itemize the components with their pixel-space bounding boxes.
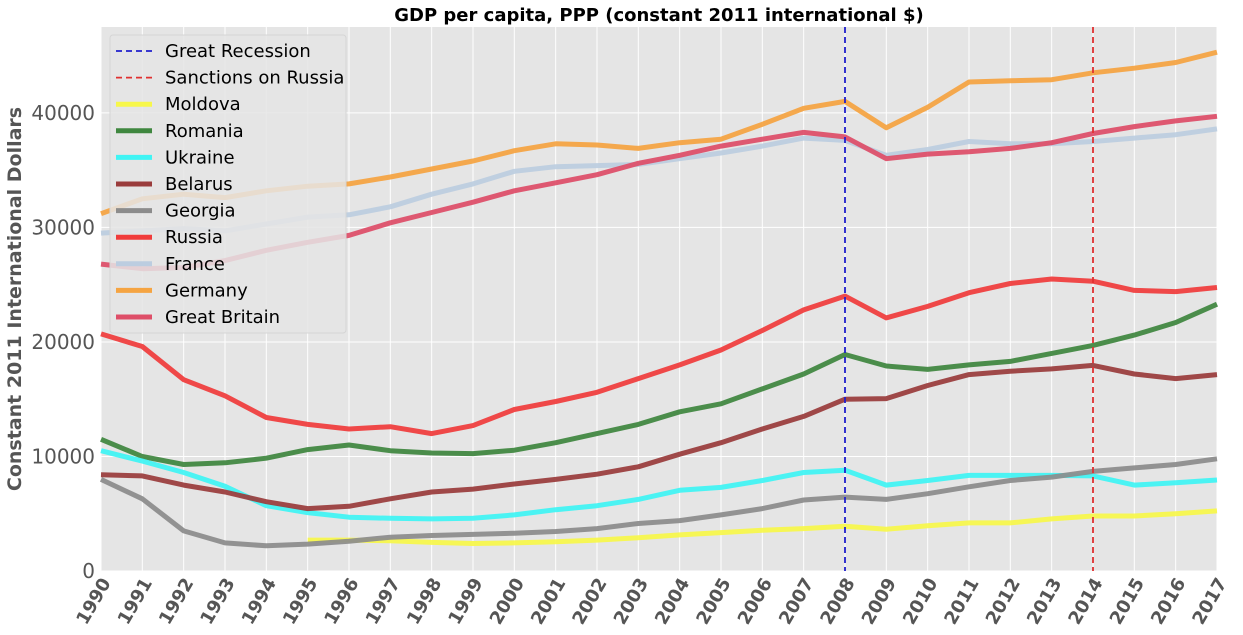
series-line-ukraine [100, 448, 1218, 522]
legend-label: Great Recession [165, 41, 311, 62]
x-tick-label: 1999 [444, 575, 487, 629]
x-tick-label: 2011 [940, 575, 983, 629]
x-tick-label: 1994 [238, 575, 281, 629]
series-line-georgia [99, 456, 1218, 549]
legend-label: Sanctions on Russia [165, 68, 344, 89]
legend-label: Belarus [165, 174, 233, 195]
x-tick-label: 2002 [568, 575, 611, 629]
x-tick-label: 2010 [899, 575, 942, 629]
reference-lines [844, 27, 1094, 571]
x-tick-label: 2006 [734, 575, 777, 629]
legend-label: Georgia [165, 201, 236, 222]
x-tick-label: 2013 [1023, 575, 1066, 629]
x-tick-label: 2000 [486, 575, 529, 629]
x-tick-label: 2003 [610, 575, 653, 629]
x-tick-label: 2004 [651, 575, 694, 629]
y-tick-label: 20000 [31, 330, 95, 354]
series-line-russia [100, 276, 1218, 437]
x-tick-label: 2008 [816, 575, 859, 629]
series-lines [99, 49, 1219, 549]
x-tick-label: 1996 [320, 575, 363, 629]
legend-label: Great Britain [165, 307, 280, 328]
legend: Great Recession Sanctions on Russia Moldov… [109, 34, 347, 334]
y-axis-label: Constant 2011 International Dollars [4, 107, 26, 491]
chart-title: GDP per capita, PPP (constant 2011 inter… [394, 5, 924, 26]
y-tick-label: 30000 [31, 215, 95, 239]
series-line-moldova [307, 508, 1218, 546]
legend-label: Russia [165, 227, 223, 248]
x-tick-label: 1997 [362, 575, 405, 629]
series-line-romania [100, 301, 1219, 467]
legend-label: Moldova [165, 94, 241, 115]
x-tick-label: 2016 [1147, 575, 1190, 629]
x-tick-label: 2001 [527, 575, 570, 629]
x-tick-label: 2014 [1064, 575, 1107, 629]
x-tick-label: 2007 [775, 575, 818, 629]
y-tick-label: 10000 [31, 444, 95, 468]
x-tick-label: 1990 [72, 575, 115, 629]
x-tick-label: 2005 [692, 575, 735, 629]
legend-label: France [165, 254, 225, 275]
legend-label: Germany [165, 280, 248, 301]
x-tick-label: 2017 [1188, 575, 1231, 629]
x-tick-label: 1991 [114, 575, 157, 629]
y-tick-label: 0 [82, 559, 95, 583]
x-tick-label: 2009 [858, 575, 901, 629]
y-tick-label: 40000 [31, 101, 95, 125]
x-tick-label: 1993 [196, 575, 239, 629]
series-line-belarus [100, 362, 1218, 512]
x-tick-label: 2015 [1106, 575, 1149, 629]
legend-label: Romania [165, 121, 244, 142]
legend-box [109, 34, 347, 334]
x-tick-label: 1992 [155, 575, 198, 629]
x-tick-label: 1995 [279, 575, 322, 629]
x-tick-label: 2012 [982, 574, 1025, 628]
legend-label: Ukraine [165, 147, 235, 168]
x-tick-label: 1998 [403, 575, 446, 629]
